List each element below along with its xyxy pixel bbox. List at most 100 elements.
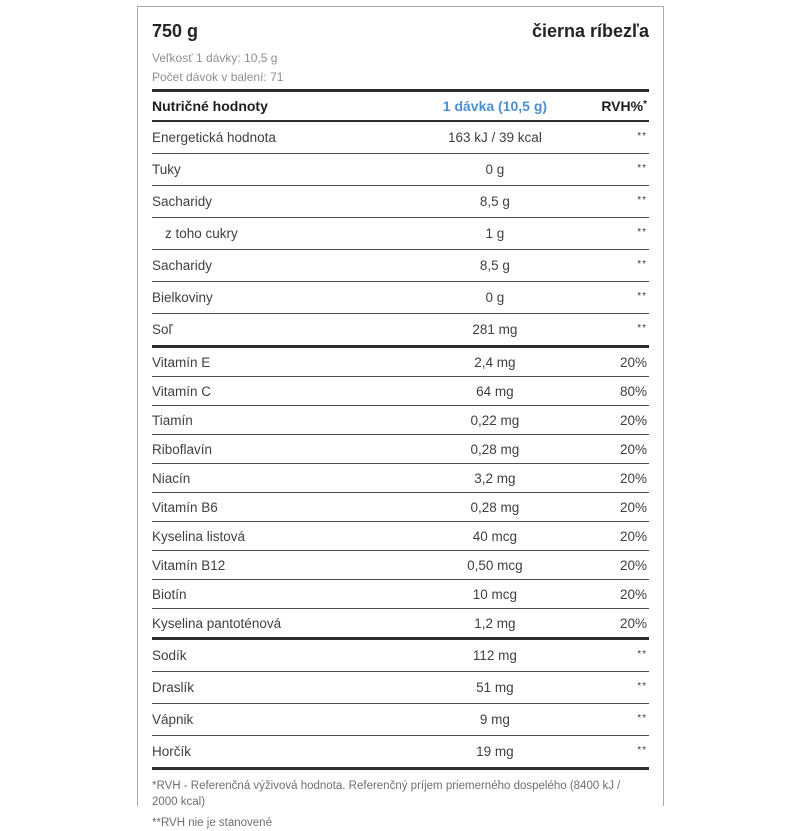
- nutrient-value: 0 g: [485, 162, 505, 178]
- nutrient-name: Bielkoviny: [152, 290, 213, 306]
- table-row: Tiamín 0,22 mg 20%: [152, 406, 649, 435]
- nutrient-rvh: **: [569, 314, 649, 347]
- nutrient-value: 64 mg: [476, 383, 514, 399]
- nutrient-value: 0,28 mg: [470, 441, 520, 457]
- rvh-not-set-marker: **: [637, 226, 647, 238]
- nutrition-table: Nutričné hodnoty 1 dávka (10,5 g) RVH%* …: [152, 89, 649, 770]
- nutrient-rvh: **: [569, 736, 649, 769]
- rvh-not-set-marker: **: [637, 648, 647, 660]
- nutrient-rvh: **: [569, 218, 649, 250]
- rvh-not-set-marker: **: [637, 680, 647, 692]
- serving-info: Veľkosť 1 dávky: 10,5 g Počet dávok v ba…: [152, 49, 649, 86]
- table-row: Kyselina listová 40 mcg 20%: [152, 522, 649, 551]
- nutrient-rvh: 20%: [619, 557, 647, 573]
- nutrient-rvh: **: [569, 154, 649, 186]
- nutrition-label-box: 750 g čierna ríbezľa Veľkosť 1 dávky: 10…: [137, 6, 664, 829]
- nutrient-value: 0,22 mg: [470, 412, 520, 428]
- nutrient-rvh: 20%: [619, 441, 647, 457]
- header-rvh-column: RVH%*: [569, 91, 649, 122]
- table-row: Vápnik 9 mg **: [152, 704, 649, 736]
- rvh-not-set-marker: **: [637, 290, 647, 302]
- nutrient-rvh: 20%: [619, 412, 647, 428]
- nutrient-value: 2,4 mg: [474, 354, 516, 370]
- table-row: Vitamín C 64 mg 80%: [152, 377, 649, 406]
- nutrient-rvh: **: [569, 186, 649, 218]
- rvh-not-set-marker: **: [637, 130, 647, 142]
- nutrient-rvh: 20%: [619, 354, 647, 370]
- nutrient-rvh: **: [569, 250, 649, 282]
- header-serving-column: 1 dávka (10,5 g): [442, 98, 548, 115]
- table-row: Kyselina pantoténová 1,2 mg 20%: [152, 609, 649, 639]
- nutrient-value: 0,50 mcg: [467, 557, 523, 573]
- nutrition-table-body: Energetická hodnota 163 kJ / 39 kcal ** Tuk…: [152, 121, 649, 769]
- header-nutrition-values: Nutričné hodnoty: [152, 98, 268, 115]
- table-row: Vitamín B6 0,28 mg 20%: [152, 493, 649, 522]
- table-row: Sacharidy 8,5 g **: [152, 250, 649, 282]
- nutrient-rvh: 20%: [619, 470, 647, 486]
- nutrient-rvh: **: [569, 704, 649, 736]
- nutrient-name: Tuky: [152, 162, 181, 178]
- nutrient-value: 8,5 g: [479, 194, 510, 210]
- nutrient-name: Sodík: [152, 648, 187, 664]
- table-row: Soľ 281 mg **: [152, 314, 649, 347]
- nutrient-name: z toho cukry: [165, 226, 238, 242]
- nutrient-rvh: 20%: [619, 586, 647, 602]
- footnote-rvh-definition: *RVH - Referenčná výživová hodnota. Refe…: [152, 780, 621, 809]
- nutrient-name: Vitamín B12: [152, 557, 226, 573]
- nutrient-name: Horčík: [152, 744, 192, 760]
- nutrient-name: Vápnik: [152, 712, 194, 728]
- header-rvh-asterisk: *: [643, 99, 647, 111]
- nutrient-value: 163 kJ / 39 kcal: [448, 130, 542, 146]
- table-row: Niacín 3,2 mg 20%: [152, 464, 649, 493]
- rvh-not-set-marker: **: [637, 194, 647, 206]
- nutrition-table-header: Nutričné hodnoty 1 dávka (10,5 g) RVH%*: [152, 91, 649, 122]
- rvh-not-set-marker: **: [637, 322, 647, 334]
- nutrient-value: 9 mg: [479, 712, 510, 728]
- header-row: Nutričné hodnoty 1 dávka (10,5 g) RVH%*: [152, 91, 649, 122]
- nutrient-value: 281 mg: [472, 322, 518, 338]
- rvh-not-set-marker: **: [637, 744, 647, 756]
- nutrient-rvh: **: [569, 672, 649, 704]
- nutrient-value: 112 mg: [472, 648, 517, 664]
- nutrient-name: Soľ: [152, 322, 173, 338]
- nutrient-value: 51 mg: [476, 680, 514, 696]
- footnotes: *RVH - Referenčná výživová hodnota. Refe…: [152, 778, 649, 831]
- table-row: Bielkoviny 0 g **: [152, 282, 649, 314]
- nutrient-name: Vitamín E: [152, 354, 211, 370]
- nutrient-value: 3,2 mg: [474, 470, 516, 486]
- nutrient-name: Energetická hodnota: [152, 130, 276, 146]
- table-row: Energetická hodnota 163 kJ / 39 kcal **: [152, 121, 649, 154]
- title-row: 750 g čierna ríbezľa: [152, 21, 649, 42]
- nutrient-rvh: 20%: [619, 615, 647, 631]
- nutrient-rvh: 80%: [619, 383, 647, 399]
- nutrient-name: Vitamín B6: [152, 499, 218, 515]
- table-row: Draslík 51 mg **: [152, 672, 649, 704]
- table-row: Tuky 0 g **: [152, 154, 649, 186]
- nutrient-name: Kyselina pantoténová: [152, 615, 282, 631]
- nutrient-value: 0 g: [485, 290, 505, 306]
- table-row: z toho cukry 1 g **: [152, 218, 649, 250]
- product-weight: 750 g: [152, 21, 199, 41]
- table-row: Horčík 19 mg **: [152, 736, 649, 769]
- nutrient-value: 0,28 mg: [470, 499, 520, 515]
- rvh-not-set-marker: **: [637, 258, 647, 270]
- product-flavor: čierna ríbezľa: [532, 21, 649, 41]
- nutrient-value: 8,5 g: [479, 258, 510, 274]
- table-row: Riboflavín 0,28 mg 20%: [152, 435, 649, 464]
- nutrient-value: 10 mcg: [472, 586, 518, 602]
- nutrient-value: 1 g: [485, 226, 505, 242]
- nutrient-name: Kyselina listová: [152, 528, 246, 544]
- nutrient-name: Tiamín: [152, 412, 193, 428]
- rvh-not-set-marker: **: [637, 712, 647, 724]
- nutrient-name: Biotín: [152, 586, 187, 602]
- table-row: Vitamín B12 0,50 mcg 20%: [152, 551, 649, 580]
- table-row: Biotín 10 mcg 20%: [152, 580, 649, 609]
- header-rvh-text: RVH%: [601, 98, 644, 115]
- nutrient-rvh: **: [569, 121, 649, 154]
- nutrient-value: 19 mg: [476, 744, 514, 760]
- nutrient-rvh: 20%: [619, 528, 647, 544]
- serving-size-line: Veľkosť 1 dávky: 10,5 g: [152, 51, 278, 65]
- nutrient-value: 1,2 mg: [474, 615, 516, 631]
- nutrient-name: Sacharidy: [152, 194, 213, 210]
- table-row: Vitamín E 2,4 mg 20%: [152, 347, 649, 377]
